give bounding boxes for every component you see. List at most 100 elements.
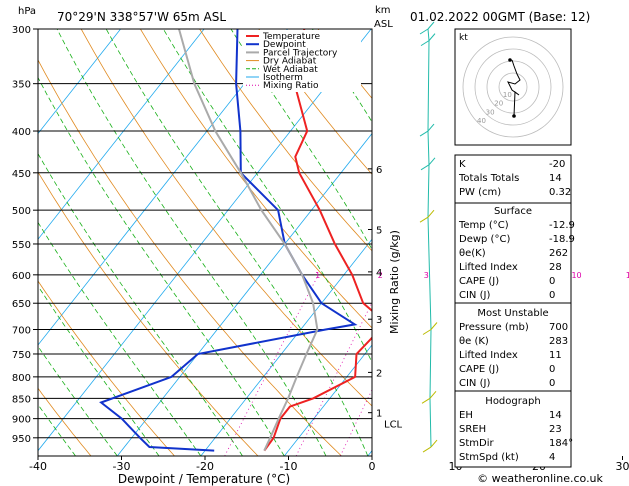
- stmspd-value: 4: [549, 452, 555, 463]
- stmdir-label: StmDir: [459, 438, 494, 449]
- height-tick-label: 2: [376, 368, 382, 379]
- stmdir-value: 184°: [549, 438, 573, 449]
- mixing-ratio-label: 10: [571, 271, 581, 280]
- mixing-ratio-label: 16: [626, 271, 629, 280]
- mu-theta-label: θe (K): [459, 336, 489, 347]
- wind-barb: [422, 329, 432, 335]
- wind-barb-flag: [427, 209, 435, 218]
- forecast-datetime: 01.02.2022 00GMT (Base: 12): [410, 10, 590, 24]
- copyright: © weatheronline.co.uk: [477, 472, 603, 485]
- isotherm-line: [200, 238, 372, 456]
- totals-label: Totals Totals: [458, 173, 519, 184]
- cape-value: 0: [549, 276, 555, 287]
- isotherm-line: [618, 29, 629, 456]
- wind-barb-flag: [427, 21, 435, 30]
- wind-barb-flag: [428, 33, 436, 41]
- mu-pressure-value: 700: [549, 322, 568, 333]
- eh-label: EH: [459, 410, 473, 421]
- pressure-tick-label: 850: [12, 394, 31, 405]
- legend-label: Parcel Trajectory: [263, 48, 338, 58]
- lifted-index-value: 28: [549, 262, 562, 273]
- cape-label: CAPE (J): [459, 276, 499, 287]
- isotherm-line: [38, 29, 121, 135]
- skewt-plot-area: 12346810162025 TemperatureDewpointParcel…: [0, 28, 629, 457]
- hodograph-path: [507, 59, 521, 117]
- pressure-tick-label: 400: [12, 127, 31, 138]
- wind-barb-flag: [427, 123, 435, 132]
- eh-value: 14: [549, 410, 562, 421]
- isobar-lines: [38, 29, 372, 439]
- hodograph-frame: [454, 28, 572, 146]
- wet-adiabat-line: [230, 29, 372, 251]
- pw-value: 0.32: [549, 187, 571, 198]
- wind-barb-flag: [430, 439, 438, 448]
- asl-axis-label: ASL: [374, 19, 393, 30]
- theta-e-value: 262: [549, 248, 568, 259]
- mixing-ratio-line: [295, 301, 372, 456]
- series-line-parcel-trajectory: [178, 29, 319, 452]
- wind-barb: [421, 397, 431, 404]
- pressure-tick-label: 450: [12, 169, 31, 180]
- legend-background: [243, 30, 361, 92]
- wind-profile-line: [427, 28, 432, 448]
- wind-barb: [419, 28, 429, 35]
- dewp-value: -18.9: [549, 234, 575, 245]
- mu-cape-label: CAPE (J): [459, 364, 499, 375]
- k-value: -20: [549, 159, 565, 170]
- hodograph-ring: [498, 72, 528, 102]
- temperature-tick-label: 0: [369, 460, 376, 473]
- pressure-tick-label: 300: [12, 25, 31, 36]
- indices-box: [454, 154, 572, 204]
- mixing-ratio-axis-title: Mixing Ratio (g/kg): [388, 230, 401, 334]
- pressure-tick-label: 800: [12, 373, 31, 384]
- hodograph-ring: [462, 36, 564, 138]
- legend-label: Temperature: [262, 32, 320, 42]
- dewp-label: Dewp (°C): [459, 234, 510, 245]
- temperature-tick-label: -30: [113, 460, 131, 473]
- legend-label: Isotherm: [263, 73, 303, 83]
- hodograph-ring-label: 20: [494, 100, 503, 108]
- sreh-value: 23: [549, 424, 562, 435]
- totals-value: 14: [549, 173, 562, 184]
- pressure-tick-label: 500: [12, 206, 31, 217]
- wet-adiabat-line: [105, 29, 369, 456]
- mixing-ratio-label: 3: [424, 271, 429, 280]
- station-location: 70°29'N 338°57'W 65m ASL: [57, 10, 226, 24]
- wind-barb: [419, 130, 429, 137]
- hodograph-ring: [486, 60, 540, 114]
- legend-label: Wet Adiabat: [263, 65, 318, 75]
- dry-adiabat-line: [0, 29, 8, 456]
- wind-barb: [420, 40, 430, 47]
- mu-cin-label: CIN (J): [459, 378, 490, 389]
- hodograph-ring-label: 30: [486, 108, 495, 116]
- mu-theta-value: 283: [549, 336, 568, 347]
- x-axis-title: Dewpoint / Temperature (°C): [118, 472, 290, 486]
- stmspd-label: StmSpd (kt): [459, 452, 519, 463]
- most-unstable-title: Most Unstable: [477, 308, 548, 319]
- mixing-ratio-line: [574, 275, 629, 456]
- height-tick-label: 6: [376, 165, 382, 176]
- wind-barbs: [419, 21, 438, 453]
- hodograph-marker: [512, 114, 516, 118]
- pressure-axis: 300 350 400 450 500 550 600 650 700 750 800 850 900 9…: [12, 25, 38, 445]
- pressure-tick-label: 750: [12, 350, 31, 361]
- pw-label: PW (cm): [459, 187, 501, 198]
- temperature-tick-label: -10: [280, 460, 298, 473]
- legend-label: Dry Adiabat: [263, 57, 317, 67]
- lcl-label: LCL: [384, 419, 403, 430]
- wind-barb-flag: [430, 322, 438, 330]
- isotherm-line: [116, 132, 372, 456]
- hodograph-marker: [508, 58, 512, 62]
- series-line-dewpoint: [99, 29, 358, 452]
- wind-barb-flag: [428, 157, 436, 166]
- mixing-ratio-label: 1: [315, 271, 320, 280]
- pressure-tick-label: 700: [12, 326, 31, 337]
- temperature-tick-label: 30: [616, 460, 629, 473]
- hodograph-stats-title: Hodograph: [485, 396, 540, 407]
- surface-title: Surface: [494, 206, 532, 217]
- hodograph-trace: [507, 58, 521, 118]
- dry-adiabat-line: [199, 29, 372, 252]
